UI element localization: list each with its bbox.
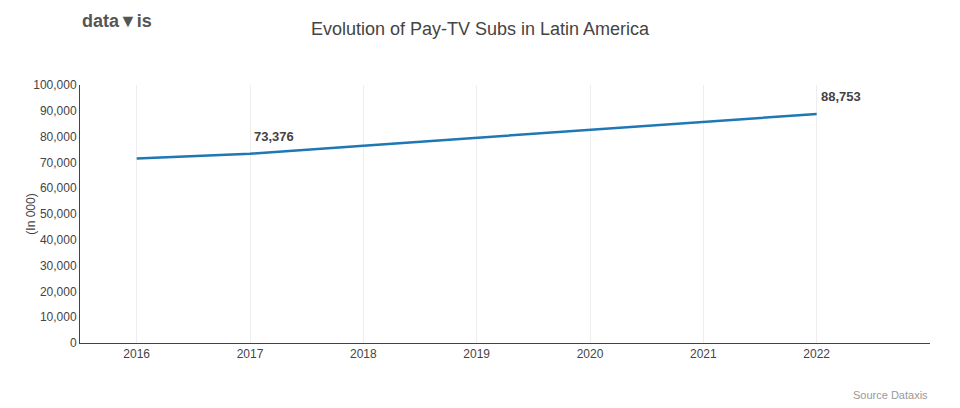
svg-text:2019: 2019 [463, 347, 490, 361]
svg-text:70,000: 70,000 [40, 156, 77, 170]
svg-text:(In 000): (In 000) [24, 193, 38, 234]
svg-text:2021: 2021 [690, 347, 717, 361]
svg-text:60,000: 60,000 [40, 181, 77, 195]
svg-text:Source Dataxis: Source Dataxis [853, 389, 928, 401]
svg-text:2022: 2022 [803, 347, 830, 361]
svg-text:90,000: 90,000 [40, 104, 77, 118]
svg-text:2018: 2018 [350, 347, 377, 361]
svg-text:30,000: 30,000 [40, 259, 77, 273]
svg-text:2016: 2016 [123, 347, 150, 361]
svg-text:2017: 2017 [237, 347, 264, 361]
svg-text:10,000: 10,000 [40, 310, 77, 324]
svg-text:100,000: 100,000 [33, 78, 77, 92]
svg-text:88,753: 88,753 [821, 89, 861, 104]
svg-text:80,000: 80,000 [40, 130, 77, 144]
svg-text:Evolution of Pay-TV Subs in La: Evolution of Pay-TV Subs in Latin Americ… [311, 19, 650, 39]
svg-text:20,000: 20,000 [40, 285, 77, 299]
svg-text:2020: 2020 [577, 347, 604, 361]
svg-text:data▼is: data▼is [82, 11, 152, 31]
svg-text:73,376: 73,376 [254, 129, 294, 144]
svg-text:0: 0 [70, 336, 77, 350]
svg-text:50,000: 50,000 [40, 207, 77, 221]
svg-text:40,000: 40,000 [40, 233, 77, 247]
